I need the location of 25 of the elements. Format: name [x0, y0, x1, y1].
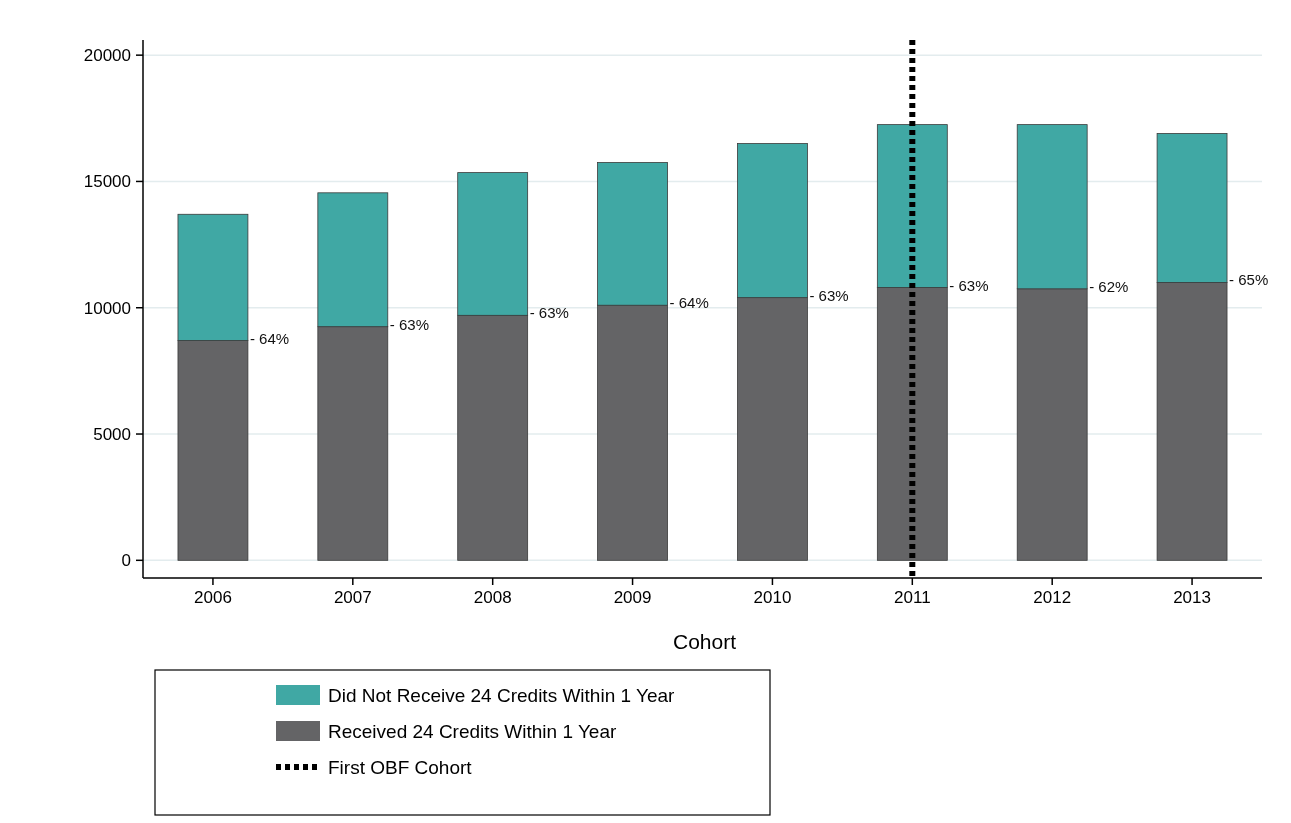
legend-label: First OBF Cohort — [328, 756, 473, 778]
x-tick-label: 2010 — [753, 588, 792, 607]
y-tick-label: 5000 — [93, 424, 131, 444]
x-tick-label: 2009 — [613, 588, 652, 607]
y-tick-label: 10000 — [83, 298, 131, 318]
annotation: - 65% — [1229, 271, 1269, 289]
x-tick-label: 2007 — [333, 588, 372, 607]
annotation: - 63% — [389, 315, 429, 333]
x-axis-title: Cohort — [672, 630, 737, 653]
annotation: - 64% — [669, 294, 709, 312]
x-tick-label: 2006 — [194, 588, 232, 607]
annotation: - 63% — [949, 276, 989, 294]
y-tick-label: 15000 — [83, 172, 131, 192]
x-tick-label: 2012 — [1033, 588, 1072, 607]
annotation: - 62% — [1089, 277, 1129, 295]
legend-label: Received 24 Credits Within 1 Year — [328, 720, 617, 742]
annotation: - 63% — [809, 286, 849, 304]
x-tick-label: 2013 — [1173, 588, 1211, 607]
annotation: - 64% — [249, 329, 290, 347]
annotation: - 63% — [529, 304, 569, 322]
legend-label: Did Not Receive 24 Credits Within 1 Year — [328, 684, 676, 706]
y-tick-label: 20000 — [83, 46, 131, 66]
y-tick-label: 0 — [121, 551, 131, 571]
x-tick-label: 2011 — [894, 588, 931, 607]
x-tick-label: 2008 — [473, 588, 512, 607]
